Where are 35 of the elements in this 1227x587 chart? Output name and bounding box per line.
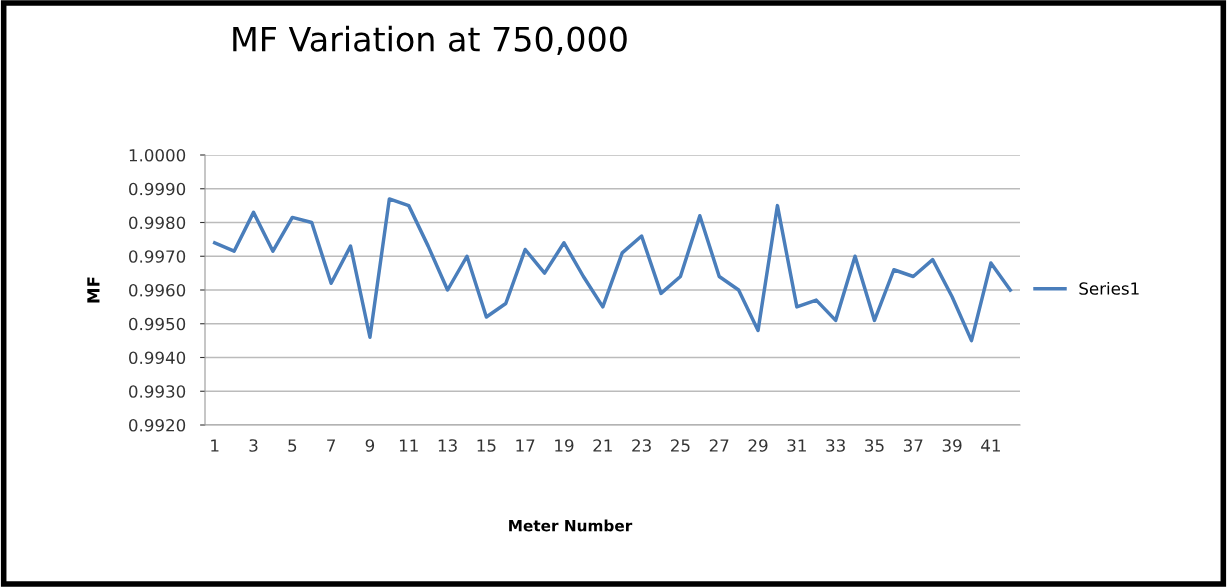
x-tick-label: 3 [249,439,258,452]
legend-label: Series1 [1079,281,1139,295]
y-tick-label: 0.9940 [129,351,186,365]
chart-title: MF Variation at 750,000 [233,25,627,56]
y-tick-label: 1.0000 [129,148,186,162]
x-tick-label: 7 [327,439,336,452]
x-tick-label: 21 [593,439,612,452]
y-axis-title: MF [87,277,100,303]
y-tick-label: 0.9950 [129,317,186,331]
x-tick-label: 41 [981,439,1000,452]
x-axis-title: Meter Number [509,519,633,532]
x-tick-label: 37 [903,439,923,452]
x-tick-label: 5 [288,439,297,452]
x-tick-label: 31 [787,439,806,452]
x-tick-label: 1 [211,439,219,452]
y-tick-label: 0.9960 [129,283,186,297]
x-tick-label: 9 [365,439,375,452]
y-tick-label: 0.9970 [129,250,186,263]
x-tick-label: 39 [942,439,962,452]
y-tick-label: 0.9990 [129,182,186,196]
x-tick-label: 35 [865,439,884,452]
x-tick-label: 11 [399,439,418,452]
y-tick-label: 0.9980 [129,216,186,230]
x-tick-label: 19 [555,439,574,452]
x-tick-label: 27 [709,439,729,452]
line-series [212,197,1013,343]
x-tick-label: 17 [516,439,535,452]
x-tick-label: 13 [438,439,457,452]
x-tick-label: 15 [477,439,496,452]
y-tick-label: 0.9930 [129,385,186,398]
x-tick-label: 29 [748,439,768,452]
x-tick-label: 33 [826,439,845,452]
y-tick-label: 0.9920 [129,418,186,432]
x-tick-label: 25 [671,439,690,452]
x-tick-label: 23 [632,439,651,452]
